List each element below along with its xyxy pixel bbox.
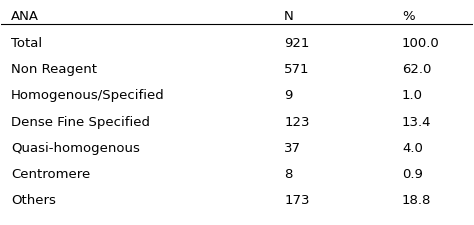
Text: Quasi-homogenous: Quasi-homogenous <box>11 142 140 155</box>
Text: 62.0: 62.0 <box>402 63 431 76</box>
Text: 18.8: 18.8 <box>402 194 431 207</box>
Text: Dense Fine Specified: Dense Fine Specified <box>11 116 150 129</box>
Text: Non Reagent: Non Reagent <box>11 63 97 76</box>
Text: 13.4: 13.4 <box>402 116 431 129</box>
Text: 921: 921 <box>284 37 310 50</box>
Text: %: % <box>402 10 415 23</box>
Text: 173: 173 <box>284 194 310 207</box>
Text: ANA: ANA <box>11 10 39 23</box>
Text: 8: 8 <box>284 168 292 181</box>
Text: Others: Others <box>11 194 55 207</box>
Text: N: N <box>284 10 294 23</box>
Text: Total: Total <box>11 37 42 50</box>
Text: 4.0: 4.0 <box>402 142 423 155</box>
Text: Centromere: Centromere <box>11 168 90 181</box>
Text: 123: 123 <box>284 116 310 129</box>
Text: 37: 37 <box>284 142 301 155</box>
Text: 571: 571 <box>284 63 310 76</box>
Text: 1.0: 1.0 <box>402 89 423 102</box>
Text: 0.9: 0.9 <box>402 168 423 181</box>
Text: 100.0: 100.0 <box>402 37 440 50</box>
Text: Homogenous/Specified: Homogenous/Specified <box>11 89 164 102</box>
Text: 9: 9 <box>284 89 292 102</box>
